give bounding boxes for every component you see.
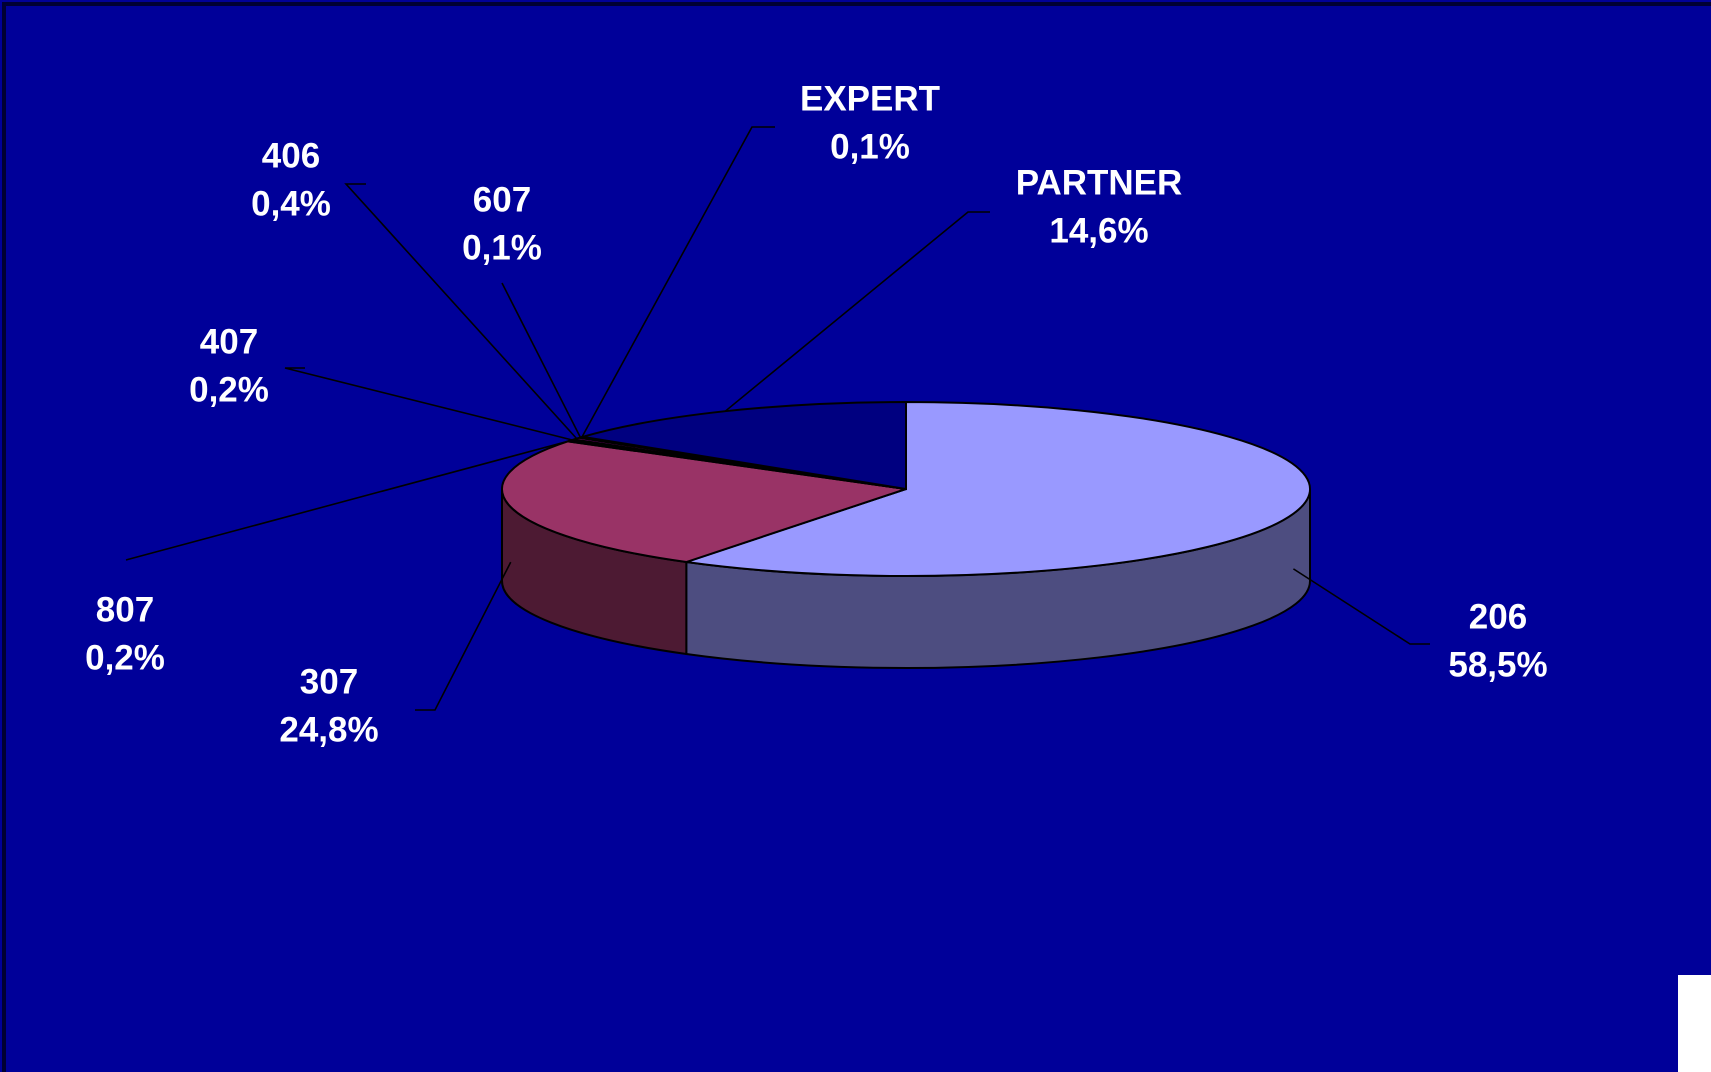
value-label: 0,1% bbox=[462, 228, 542, 267]
leader-line bbox=[415, 561, 512, 711]
leader-line bbox=[125, 440, 570, 561]
category-label: 407 bbox=[200, 322, 258, 361]
value-label: 24,8% bbox=[279, 710, 378, 749]
category-label: 607 bbox=[473, 180, 531, 219]
slice bbox=[685, 400, 1311, 577]
leader-line bbox=[344, 183, 578, 440]
category-label: 206 bbox=[1469, 597, 1527, 636]
category-label: 307 bbox=[300, 662, 358, 701]
value-label: 14,6% bbox=[1049, 211, 1148, 250]
slice bbox=[501, 440, 907, 564]
category-label: 807 bbox=[96, 590, 154, 629]
leader-line bbox=[284, 367, 573, 441]
value-label: 58,5% bbox=[1448, 645, 1547, 684]
category-label: PARTNER bbox=[1016, 163, 1183, 202]
category-label: EXPERT bbox=[800, 79, 940, 118]
logo bbox=[1678, 975, 1711, 1072]
value-label: 0,1% bbox=[830, 127, 910, 166]
leader-line bbox=[724, 211, 990, 412]
leader-line bbox=[581, 126, 775, 438]
value-label: 0,2% bbox=[189, 370, 269, 409]
leader-line bbox=[1292, 568, 1430, 645]
value-label: 0,4% bbox=[251, 184, 331, 223]
category-label: 406 bbox=[262, 136, 320, 175]
leader-line bbox=[501, 282, 582, 438]
value-label: 0,2% bbox=[85, 638, 165, 677]
